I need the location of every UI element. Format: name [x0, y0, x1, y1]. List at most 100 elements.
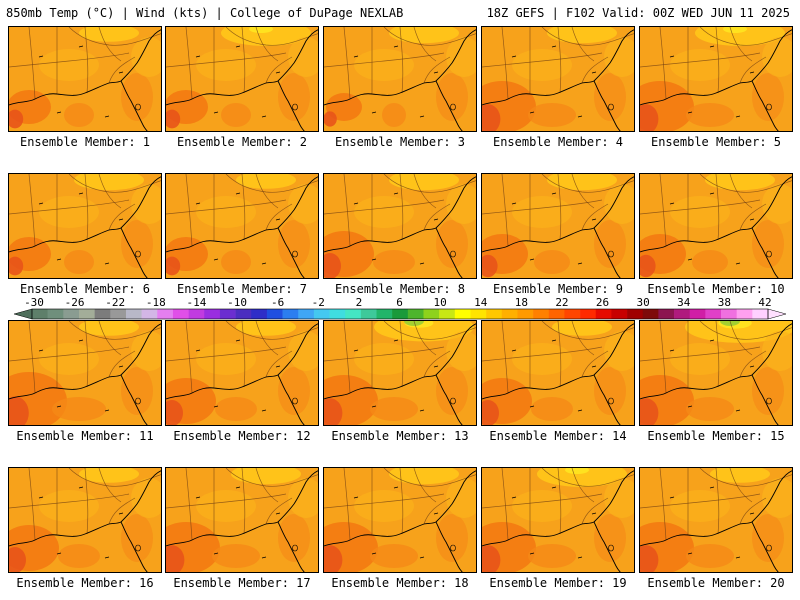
colorbar-swatch	[611, 309, 628, 319]
colorbar-tick-label: 22	[555, 296, 569, 309]
colorbar-swatch	[376, 309, 393, 319]
colorbar-swatch	[360, 309, 377, 319]
ensemble-map-panel	[165, 467, 319, 573]
ensemble-map-panel	[165, 320, 319, 426]
colorbar-swatch	[595, 309, 612, 319]
colorbar-swatch	[141, 309, 158, 319]
colorbar-swatch	[501, 309, 518, 319]
ensemble-member-label: Ensemble Member: 2	[176, 135, 308, 149]
ensemble-map-panel	[8, 26, 162, 132]
ensemble-map-panel	[8, 467, 162, 573]
ensemble-member-label: Ensemble Member: 18	[331, 576, 469, 590]
colorbar-swatch	[470, 309, 487, 319]
ensemble-map-panel	[165, 26, 319, 132]
colorbar-tick-label: 34	[677, 296, 691, 309]
colorbar-swatch	[486, 309, 503, 319]
colorbar-swatch	[705, 309, 722, 319]
colorbar-tick-label: -26	[64, 296, 85, 309]
temperature-map	[166, 468, 318, 572]
colorbar-swatch	[110, 309, 127, 319]
colorbar-swatch	[172, 309, 189, 319]
ensemble-map-panel	[323, 467, 477, 573]
colorbar-swatch	[63, 309, 80, 319]
ensemble-member-label: Ensemble Member: 14	[489, 429, 627, 443]
colorbar-tick-label: 26	[595, 296, 610, 309]
colorbar-swatch	[266, 309, 283, 319]
colorbar-tick-label: 30	[636, 296, 650, 309]
colorbar-swatch	[736, 309, 753, 319]
colorbar-swatch	[298, 309, 315, 319]
colorbar-swatch	[157, 309, 174, 319]
colorbar-tick-label: 38	[717, 296, 731, 309]
temperature-map	[9, 321, 161, 425]
ensemble-member-label: Ensemble Member: 7	[176, 282, 308, 296]
colorbar-swatch	[454, 309, 471, 319]
ensemble-member-label: Ensemble Member: 12	[173, 429, 311, 443]
temperature-map	[324, 174, 476, 278]
colorbar-swatch	[392, 309, 409, 319]
ensemble-member-label: Ensemble Member: 3	[334, 135, 466, 149]
ensemble-member-label: Ensemble Member: 16	[16, 576, 154, 590]
colorbar-swatch	[188, 309, 205, 319]
run-valid-time: 18Z GEFS | F102 Valid: 00Z WED JUN 11 20…	[486, 6, 790, 20]
colorbar-swatch	[580, 309, 597, 319]
ensemble-member-label: Ensemble Member: 9	[492, 282, 624, 296]
ensemble-member-label: Ensemble Member: 20	[647, 576, 785, 590]
colorbar-swatch	[658, 309, 675, 319]
temperature-map	[9, 468, 161, 572]
temperature-map	[482, 27, 634, 131]
ensemble-member-label: Ensemble Member: 1	[19, 135, 151, 149]
colorbar-swatch	[423, 309, 440, 319]
colorbar-swatch	[204, 309, 221, 319]
colorbar-swatch	[721, 309, 737, 319]
ensemble-map-panel	[323, 320, 477, 426]
colorbar-tick-label: -10	[227, 296, 247, 309]
colorbar-tick-label: 14	[474, 296, 488, 309]
ensemble-member-label: Ensemble Member: 15	[647, 429, 785, 443]
colorbar-swatch	[235, 309, 252, 319]
colorbar-swatch	[564, 309, 581, 319]
colorbar-tick-label: -6	[271, 296, 285, 309]
ensemble-map-panel	[8, 320, 162, 426]
ensemble-map-panel	[481, 320, 635, 426]
colorbar-swatch	[251, 309, 268, 319]
temperature-map	[482, 468, 634, 572]
colorbar-swatch	[47, 309, 64, 319]
temperature-map	[9, 27, 161, 131]
temperature-map	[640, 27, 792, 131]
colorbar-swatch	[517, 309, 534, 319]
ensemble-map-panel	[481, 467, 635, 573]
colorbar-swatch	[282, 309, 299, 319]
ensemble-member-label: Ensemble Member: 17	[173, 576, 311, 590]
colorbar-swatch	[345, 309, 362, 319]
ensemble-member-label: Ensemble Member: 11	[16, 429, 154, 443]
colorbar-tick-label: -14	[186, 296, 207, 309]
colorbar-swatch	[329, 309, 346, 319]
temperature-map	[640, 174, 792, 278]
colorbar-tick-label: -2	[311, 296, 325, 309]
temperature-map	[324, 468, 476, 572]
colorbar-swatch	[752, 309, 769, 319]
ensemble-map-panel	[639, 320, 793, 426]
temperature-map	[324, 321, 476, 425]
colorbar-swatch	[125, 309, 142, 319]
ensemble-map-panel	[165, 173, 319, 279]
ensemble-map-panel	[639, 26, 793, 132]
ensemble-member-label: Ensemble Member: 8	[334, 282, 466, 296]
temperature-map	[482, 174, 634, 278]
temperature-map	[166, 174, 318, 278]
ensemble-member-label: Ensemble Member: 19	[489, 576, 627, 590]
temperature-map	[9, 174, 161, 278]
temperature-map	[166, 27, 318, 131]
temperature-colorbar	[14, 308, 786, 320]
colorbar-swatch	[219, 309, 236, 319]
ensemble-member-label: Ensemble Member: 5	[650, 135, 782, 149]
ensemble-map-panel	[481, 173, 635, 279]
colorbar-tick-label: 2	[355, 296, 363, 309]
ensemble-map-panel	[323, 173, 477, 279]
colorbar-min-arrow	[14, 308, 33, 320]
ensemble-map-panel	[323, 26, 477, 132]
colorbar-max-arrow	[767, 308, 786, 320]
colorbar-swatch	[642, 309, 659, 319]
colorbar-swatch	[689, 309, 706, 319]
